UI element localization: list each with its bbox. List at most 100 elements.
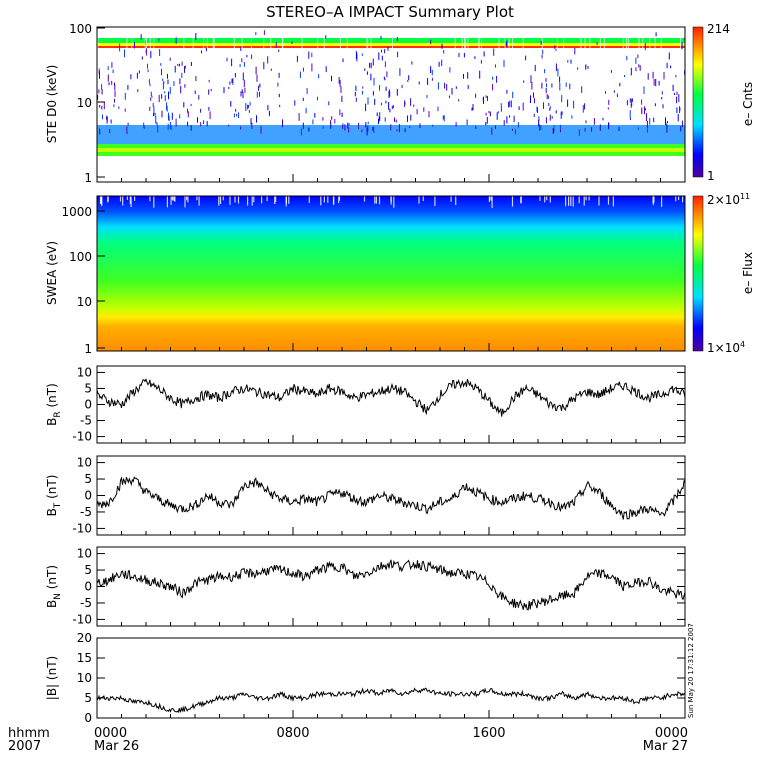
ste-spectrogram — [97, 30, 685, 156]
swea-colorbar-label: e– Flux — [741, 252, 755, 294]
ste-speckle — [551, 116, 553, 119]
ste-speckle — [666, 125, 668, 133]
ste-speckle — [154, 112, 156, 117]
ste-speckle — [258, 85, 260, 91]
swea-streak — [588, 196, 590, 201]
ste-speckle — [198, 95, 200, 100]
ste-speckle — [159, 49, 161, 56]
ste-stripe-gap — [97, 38, 99, 48]
ste-stripe-gap — [346, 38, 348, 48]
ste-speckle — [506, 116, 508, 124]
ste-speckle — [268, 111, 270, 117]
ste-speckle — [108, 82, 110, 86]
ste-speckle — [364, 68, 366, 71]
ste-speckle — [167, 73, 168, 79]
ste-speckle — [384, 49, 386, 54]
ste-stripe-gap — [467, 38, 469, 48]
ste-speckle — [632, 98, 633, 102]
ste-speckle — [646, 113, 647, 122]
ste-speckle — [641, 99, 643, 105]
ste-speckle — [676, 96, 678, 104]
ste-speckle — [546, 83, 547, 88]
ste-speckle — [379, 112, 381, 119]
ste-stripe-gap — [203, 38, 205, 48]
ste-speckle — [238, 112, 240, 119]
ste-speckle — [537, 107, 538, 113]
ste-speckle — [302, 122, 304, 130]
ste-speckle — [256, 74, 258, 82]
ste-speckle — [665, 117, 666, 125]
ste-speckle — [542, 49, 544, 55]
ste-speckle — [652, 71, 654, 79]
ste-speckle — [390, 124, 392, 131]
ste-stripe-gap — [317, 38, 319, 48]
ste-speckle — [557, 68, 559, 77]
ste-speckle — [340, 86, 342, 93]
ste-stripe-gap — [478, 38, 480, 48]
ste-speckle — [140, 34, 142, 40]
ste-speckle — [241, 58, 243, 63]
ste-speckle — [638, 64, 640, 68]
swea-streak — [275, 196, 277, 203]
ste-speckle — [247, 104, 249, 110]
bn-ylabel: BN (nT) — [45, 565, 63, 608]
ste-speckle — [503, 59, 505, 67]
ste-speckle — [240, 126, 242, 130]
swea-streak — [166, 196, 168, 208]
swea-streak — [174, 196, 176, 202]
ste-stripe-gap — [126, 38, 128, 48]
ste-stripe-gap — [512, 38, 513, 48]
br-trace — [96, 378, 686, 417]
ste-speckle — [388, 91, 390, 98]
bn-ytick-label: 5 — [84, 563, 92, 577]
ste-speckle — [631, 98, 633, 106]
ste-speckle — [645, 108, 646, 111]
ste-speckle — [676, 91, 678, 95]
ste-speckle — [567, 99, 569, 107]
ste-speckle — [110, 119, 112, 124]
ste-speckle — [635, 57, 637, 64]
ste-speckle — [587, 65, 589, 69]
ste-speckle — [239, 64, 241, 67]
ste-speckle — [168, 115, 170, 122]
ste-speckles — [97, 30, 685, 136]
ste-speckle — [168, 91, 169, 100]
ste-speckle — [256, 91, 258, 98]
ste-stripe-gap — [206, 38, 208, 48]
swea-streak — [490, 196, 492, 201]
ste-speckle — [585, 65, 587, 70]
ste-speckle — [150, 97, 152, 101]
ste-speckle — [206, 121, 208, 127]
ste-speckle — [561, 95, 563, 103]
ste-speckle — [388, 102, 390, 110]
swea-streak — [520, 196, 522, 204]
ste-speckle — [407, 115, 408, 122]
ste-speckle — [496, 112, 498, 120]
ste-speckle — [109, 129, 111, 134]
ste-speckle — [624, 75, 625, 78]
swea-streak — [122, 196, 124, 206]
ste-speckle — [578, 129, 580, 136]
bn-trace — [96, 559, 686, 611]
ste-speckle — [644, 43, 646, 51]
swea-streak — [565, 196, 567, 207]
ste-speckle — [416, 109, 418, 115]
ste-speckle — [616, 93, 618, 97]
ste-speckle — [107, 66, 109, 70]
ste-speckle — [367, 121, 369, 125]
ste-speckle — [518, 106, 520, 110]
ste-speckle — [370, 62, 372, 69]
ste-speckle — [241, 89, 243, 94]
ste-speckle — [639, 65, 641, 71]
ste-stripe-gap — [642, 38, 644, 48]
plot-title: STEREO–A IMPACT Summary Plot — [266, 3, 514, 21]
swea-streak — [222, 196, 224, 201]
ste-speckle — [426, 95, 428, 99]
ste-speckle — [673, 92, 675, 95]
ste-speckle — [378, 118, 379, 125]
ste-speckle — [463, 53, 465, 58]
ste-speckle — [136, 72, 138, 79]
ste-speckle — [164, 91, 166, 94]
ste-speckle — [250, 118, 252, 125]
